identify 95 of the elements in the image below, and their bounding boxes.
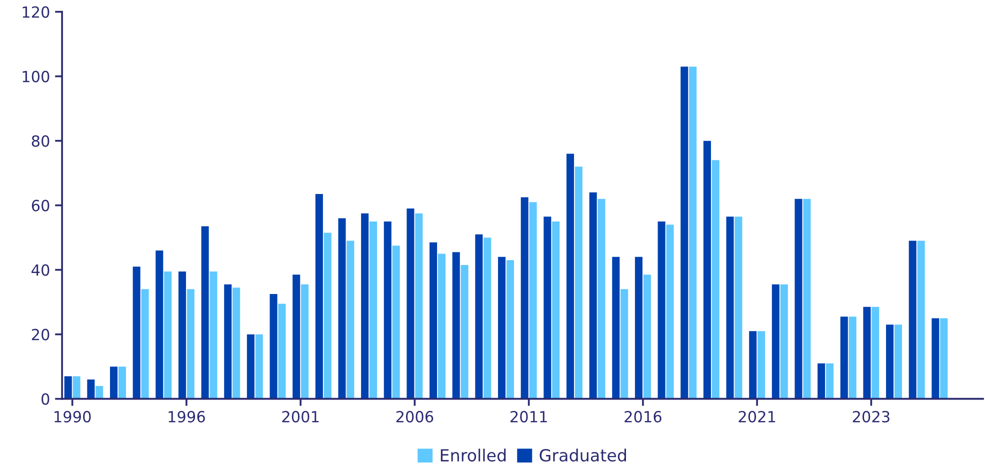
- bar: [484, 238, 492, 399]
- bar: [392, 246, 400, 399]
- bar: [544, 216, 552, 399]
- bar: [164, 271, 172, 399]
- x-tick-label: 2001: [282, 410, 319, 422]
- bar: [255, 334, 263, 399]
- y-tick-label: 0: [42, 393, 50, 405]
- bar: [803, 198, 811, 399]
- bar: [498, 256, 506, 399]
- bar: [141, 289, 149, 399]
- bar: [772, 284, 780, 399]
- bar: [110, 366, 118, 399]
- bar: [72, 376, 80, 399]
- bar: [612, 256, 620, 399]
- bar: [908, 240, 916, 399]
- bar: [338, 218, 346, 399]
- x-tick-label: 2021: [738, 410, 776, 422]
- bar: [452, 252, 460, 399]
- bar: [475, 234, 483, 399]
- x-tick-label: 2023: [852, 410, 890, 422]
- bar: [574, 166, 582, 399]
- bar: [940, 318, 948, 399]
- bar: [932, 318, 940, 399]
- bar: [178, 271, 186, 399]
- bar: [848, 316, 856, 399]
- y-tick-label: 100: [22, 70, 50, 82]
- bar: [438, 254, 446, 399]
- x-tick-label: 2016: [624, 410, 662, 422]
- bar: [210, 271, 218, 399]
- bar: [315, 194, 323, 399]
- bar: [430, 242, 438, 399]
- bar: [712, 160, 720, 399]
- bar: [232, 288, 240, 399]
- bar: [156, 250, 164, 399]
- bar: [520, 197, 528, 399]
- y-tick-label: 20: [32, 328, 50, 340]
- bar: [346, 240, 354, 399]
- bar: [794, 198, 802, 399]
- bar: [324, 232, 332, 399]
- bar: [826, 363, 834, 399]
- bar: [87, 379, 95, 399]
- bar: [246, 334, 254, 399]
- bar: [666, 224, 674, 399]
- bar: [301, 284, 309, 399]
- bar: [589, 192, 597, 399]
- y-tick-label: 120: [22, 6, 50, 18]
- x-tick-label: 2006: [396, 410, 434, 422]
- bar: [620, 289, 628, 399]
- bar: [598, 198, 606, 399]
- bar: [552, 221, 560, 399]
- bar: [872, 306, 880, 399]
- bar: [734, 216, 742, 399]
- bar: [278, 304, 286, 399]
- bar: [863, 306, 871, 399]
- bar: [370, 221, 378, 399]
- y-tick-label: 80: [32, 135, 50, 147]
- bar: [529, 202, 537, 399]
- bar: [406, 208, 414, 399]
- bar: [758, 331, 766, 399]
- bar: [384, 221, 392, 399]
- bar: [292, 274, 300, 399]
- bar: [566, 154, 574, 399]
- bar: [270, 294, 278, 399]
- bar: [361, 213, 369, 399]
- bar: [917, 240, 925, 399]
- bar: [643, 274, 651, 399]
- bar: [689, 66, 697, 399]
- y-tick-label: 60: [32, 200, 50, 212]
- x-tick-label: 1996: [168, 410, 205, 422]
- bar: [703, 140, 711, 399]
- bar: [726, 216, 734, 399]
- x-tick-label: 2011: [510, 410, 547, 422]
- bar: [224, 284, 232, 399]
- bar: [634, 256, 642, 399]
- bar: [186, 289, 194, 399]
- bar: [118, 366, 126, 399]
- bar: [840, 316, 848, 399]
- bar: [886, 324, 894, 399]
- y-tick-label: 40: [32, 264, 50, 276]
- bar: [894, 324, 902, 399]
- bar: [201, 226, 209, 399]
- bar: [96, 386, 104, 399]
- bar: [749, 331, 757, 399]
- bar: [818, 363, 826, 399]
- bar: [506, 260, 514, 399]
- bar: [658, 221, 666, 399]
- legend-label: Enrolled: [440, 448, 506, 462]
- x-tick-label: 1990: [54, 410, 91, 422]
- legend-label: Graduated: [540, 448, 626, 462]
- bar: [415, 213, 423, 399]
- bar: [680, 66, 688, 399]
- bar: [780, 284, 788, 399]
- bar: [64, 376, 72, 399]
- bar: [132, 266, 140, 399]
- bar: [460, 264, 468, 399]
